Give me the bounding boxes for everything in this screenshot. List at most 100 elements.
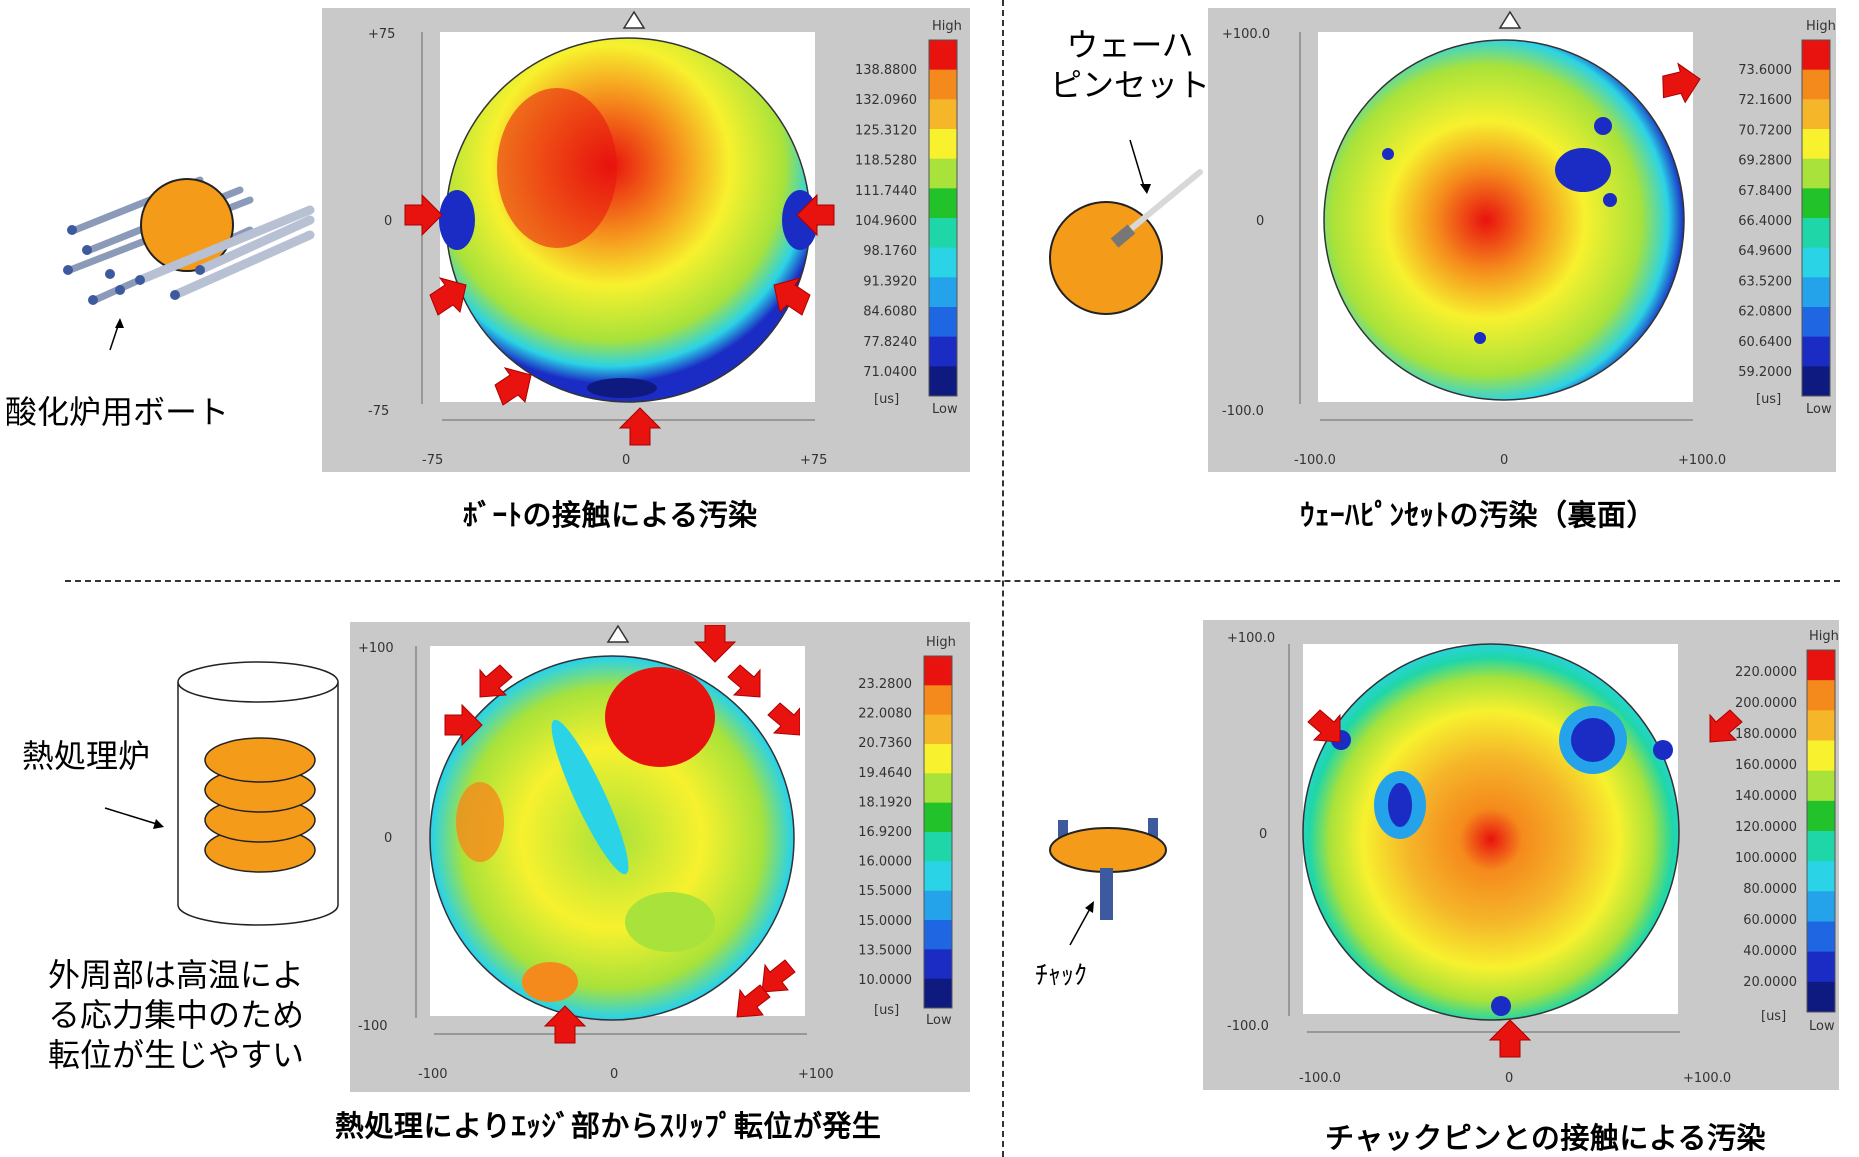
furnace-label: 熱処理炉 <box>22 737 151 775</box>
colorbar-tick-label: 13.5000 <box>858 943 912 958</box>
cb-unit: [us] <box>1761 1009 1786 1024</box>
colorbar-swatch <box>1807 831 1835 862</box>
arrow-icon <box>494 367 532 406</box>
colorbar-tick-label: 160.0000 <box>1735 758 1797 773</box>
arrow-icon <box>767 702 800 736</box>
x-mid-tick: 0 <box>1505 1071 1513 1086</box>
note-line1: 外周部は高温によ <box>48 956 305 994</box>
colorbar-tick-label: 111.7440 <box>855 184 917 199</box>
arrow-icon <box>479 664 513 698</box>
furnace-arrows <box>444 625 800 1044</box>
arrow-icon <box>1488 1019 1532 1058</box>
colorbar-swatch <box>924 685 952 716</box>
colorbar-tick-label: 180.0000 <box>1735 727 1797 742</box>
colorbar-tick-label: 71.0400 <box>863 365 917 380</box>
y-mid-tick: 0 <box>384 214 392 229</box>
colorbar-swatch <box>1807 770 1835 802</box>
x-min-tick: -75 <box>422 453 443 468</box>
tweezer-map-panel: +100.0 0 -100.0 -100.0 0 +100.0 High Low… <box>1208 8 1836 472</box>
y-max-tick: +100 <box>358 641 394 656</box>
colorbar-tick-label: 72.1600 <box>1738 93 1792 108</box>
colorbar-tick-label: 60.6400 <box>1738 335 1792 350</box>
colorbar-tick-label: 64.9600 <box>1738 244 1792 259</box>
cb-low: Low <box>1806 402 1832 417</box>
colorbar-tick-label: 84.6080 <box>863 305 917 320</box>
arrow-icon <box>444 703 483 747</box>
boat-arrows <box>404 193 835 446</box>
boat-illustration <box>63 176 315 351</box>
colorbar-tick-label: 100.0000 <box>1735 851 1797 866</box>
tweezer-label-line2: ピンセット <box>1050 66 1211 104</box>
arrow-icon <box>796 193 835 237</box>
colorbar-swatch <box>1807 740 1835 772</box>
furnace-caption: 熱処理によりｴｯｼﾞ部からｽﾘｯﾌﾟ転位が発生 <box>335 1109 882 1143</box>
colorbar-tick-label: 98.1760 <box>863 244 917 259</box>
colorbar-tick-label: 138.8800 <box>855 63 917 78</box>
colorbar-frame <box>1806 649 1836 1013</box>
colorbar-swatch <box>929 158 957 189</box>
colorbar-swatch <box>929 336 957 367</box>
colorbar-swatch <box>929 188 957 219</box>
furnace-map-panel: +100 0 -100 -100 0 +100 High Low [us] 23… <box>350 622 970 1092</box>
colorbar-tick-label: 140.0000 <box>1735 789 1797 804</box>
tweezer-label: ウェーハ ピンセット <box>1050 25 1210 105</box>
colorbar-swatch <box>929 40 957 71</box>
colorbar-swatch <box>929 277 957 308</box>
colorbar-tick-label: 10.0000 <box>858 973 912 988</box>
colorbar-tick-label: 18.1920 <box>858 795 912 810</box>
arrow-icon <box>727 664 761 698</box>
chuck-label: ﾁｬｯｸ <box>1035 961 1088 991</box>
x-min-tick: -100 <box>418 1067 448 1082</box>
x-min-tick: -100.0 <box>1299 1071 1341 1086</box>
colorbar-tick-label: 118.5280 <box>855 154 917 169</box>
colorbar-swatch <box>1807 891 1835 922</box>
y-max-tick: +100.0 <box>1222 27 1270 42</box>
colorbar-swatch <box>1802 336 1830 367</box>
colorbar-swatch <box>1802 366 1830 397</box>
colorbar-swatch <box>924 714 952 745</box>
x-max-tick: +100.0 <box>1683 1071 1731 1086</box>
colorbar-tick-label: 125.3120 <box>855 123 917 138</box>
y-mid-tick: 0 <box>1256 214 1264 229</box>
colorbar-swatch <box>1807 650 1835 681</box>
tweezer-caption: ｳｪｰﾊﾋﾟﾝｾｯﾄの汚染（裏面） <box>1300 498 1657 532</box>
cb-low: Low <box>932 402 958 417</box>
colorbar-tick-label: 16.9200 <box>858 825 912 840</box>
y-max-tick: +75 <box>368 27 395 42</box>
y-max-tick: +100.0 <box>1227 631 1275 646</box>
colorbar-tick-label: 77.8240 <box>863 335 917 350</box>
colorbar-tick-label: 15.0000 <box>858 914 912 929</box>
colorbar-swatch <box>1802 69 1830 100</box>
arrow-icon <box>736 984 771 1018</box>
colorbar-swatch <box>1802 99 1830 130</box>
y-min-tick: -100.0 <box>1227 1019 1269 1034</box>
x-min-tick: -100.0 <box>1294 453 1336 468</box>
cb-low: Low <box>926 1013 952 1028</box>
arrow-icon <box>543 1005 587 1044</box>
colorbar-frame <box>923 655 953 1009</box>
colorbar-swatch <box>1807 981 1835 1013</box>
colorbar-swatch <box>924 890 952 921</box>
colorbar-tick-label: 67.8400 <box>1738 184 1792 199</box>
colorbar-frame <box>1801 39 1831 397</box>
colorbar-tick-label: 60.0000 <box>1743 913 1797 928</box>
colorbar-swatch <box>1802 40 1830 71</box>
colorbar-swatch <box>1802 247 1830 278</box>
furnace-note: 外周部は高温によ る応力集中のため 転位が生じやすい <box>48 955 304 1075</box>
tweezer-arrows <box>1662 62 1701 104</box>
colorbar-tick-label: 120.0000 <box>1735 820 1797 835</box>
colorbar-swatch <box>924 949 952 980</box>
arrow-icon <box>761 959 796 993</box>
colorbar-swatch <box>924 832 952 862</box>
colorbar-swatch <box>924 773 952 804</box>
cb-unit: [us] <box>1756 392 1781 407</box>
arrow-icon <box>618 407 662 446</box>
arrow-icon <box>1709 709 1743 743</box>
colorbar-swatch <box>924 744 952 774</box>
colorbar-swatch <box>929 366 957 397</box>
y-mid-tick: 0 <box>384 831 392 846</box>
note-line3: 転位が生じやすい <box>48 1036 305 1074</box>
colorbar-swatch <box>1802 218 1830 249</box>
boat-caption: ﾎﾞｰﾄの接触による汚染 <box>463 498 758 532</box>
colorbar-swatch <box>929 307 957 338</box>
